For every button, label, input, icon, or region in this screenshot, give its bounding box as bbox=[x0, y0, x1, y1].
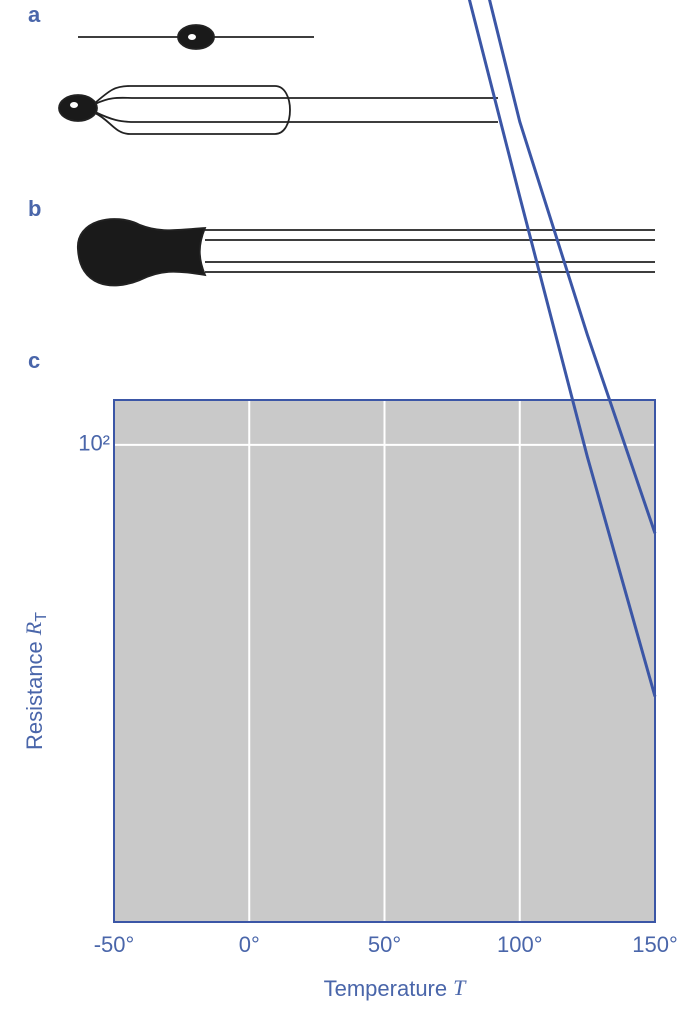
figure: a b c -50°0°50°100°150°10²10³10⁴10⁵ΩResi… bbox=[0, 0, 682, 1010]
thermistor-bead bbox=[78, 25, 314, 49]
y-label-subscript: T bbox=[33, 612, 50, 622]
x-tick-label: 150° bbox=[632, 932, 678, 957]
panel-label: b bbox=[28, 196, 41, 221]
panel-label: a bbox=[28, 2, 41, 27]
x-tick-label: 50° bbox=[368, 932, 401, 957]
panel-label: c bbox=[28, 348, 40, 373]
x-label-text: Temperature bbox=[324, 976, 448, 1001]
x-tick-label: 0° bbox=[239, 932, 260, 957]
thermistor-glass bbox=[59, 86, 498, 134]
y-label-text: Resistance bbox=[22, 641, 47, 750]
y-axis-label: Resistance RT bbox=[21, 612, 50, 750]
y-tick-label: 10² bbox=[78, 431, 110, 456]
y-label-symbol: R bbox=[21, 621, 46, 636]
x-tick-label: -50° bbox=[94, 932, 135, 957]
x-tick-label: 100° bbox=[497, 932, 543, 957]
x-label-symbol: T bbox=[453, 975, 467, 1000]
